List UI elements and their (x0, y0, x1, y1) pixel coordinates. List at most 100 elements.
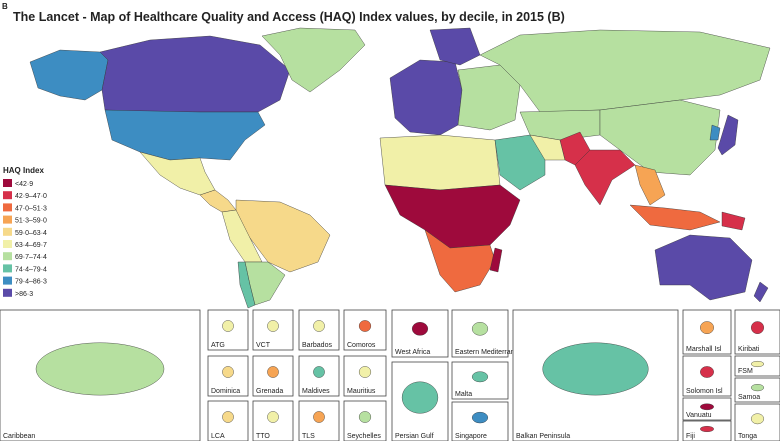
legend-label: 42·9–47·0 (15, 193, 47, 200)
inset-land (751, 413, 765, 425)
legend-label: 79·4–86·3 (15, 279, 47, 286)
inset-label: Dominica (211, 388, 240, 395)
papua-new-guinea (721, 211, 746, 231)
inset-land (401, 381, 439, 414)
inset-land (313, 366, 325, 378)
inset-label: Vanuatu (686, 412, 712, 419)
chile (237, 261, 256, 309)
inset-label: Kiribati (738, 346, 760, 353)
inset-label: Fiji (686, 433, 695, 440)
inset-label: Grenada (256, 388, 283, 395)
inset-label: TTO (256, 433, 270, 440)
panel-label: B (2, 2, 8, 11)
indonesia (629, 204, 721, 231)
legend-label: 51·3–59·0 (15, 218, 47, 225)
western-europe (389, 59, 463, 136)
inset-land (751, 384, 765, 392)
inset-label: VCT (256, 342, 271, 349)
legend-swatch (3, 203, 12, 212)
inset-land (471, 322, 489, 336)
russia (479, 29, 771, 113)
inset-label: Malta (455, 391, 472, 398)
insets: Caribbean ATG VCT Barbados Comoros Dominica Gr… (0, 309, 780, 441)
inset-land (700, 426, 714, 433)
inset-box (207, 355, 249, 397)
inset-land (222, 366, 234, 378)
central-africa (384, 184, 521, 249)
inset-land (358, 366, 372, 378)
inset-label: Maldives (302, 388, 330, 395)
inset-label: Balkan Peninsula (516, 433, 570, 440)
inset-label: Samoa (738, 394, 760, 401)
inset-land (700, 366, 714, 378)
legend-swatch (3, 227, 12, 236)
legend-title: HAQ Index (3, 166, 44, 175)
legend-swatch (3, 276, 12, 285)
australia (654, 234, 753, 301)
inset-land (267, 366, 279, 378)
new-zealand (753, 281, 769, 303)
inset-land (267, 411, 279, 423)
legend-swatch (3, 240, 12, 248)
inset-label: TLS (302, 433, 315, 440)
southeast-asia (634, 164, 666, 206)
inset-label: LCA (211, 433, 225, 440)
legend-swatch (3, 191, 12, 200)
inset-label: West Africa (395, 349, 430, 356)
central-america (199, 189, 237, 213)
inset-label: Singapore (455, 433, 487, 440)
canada (99, 35, 291, 113)
scandinavia (429, 27, 481, 66)
inset-land (411, 322, 429, 336)
inset-land (358, 320, 372, 332)
inset-label: FSM (738, 368, 753, 375)
alaska (29, 49, 109, 101)
korea (709, 124, 721, 141)
legend-swatch (3, 252, 12, 261)
inset-label: Eastern Mediterranean (455, 349, 526, 356)
inset-label: ATG (211, 342, 225, 349)
legend-swatch (3, 215, 12, 224)
legend-label: 59·0–63·4 (15, 230, 47, 237)
greenland (261, 27, 366, 93)
inset-land (35, 342, 165, 396)
inset-label: Barbados (302, 342, 332, 349)
inset-label: Solomon Isl (686, 388, 723, 395)
inset-land (751, 361, 765, 368)
southern-africa (424, 229, 496, 293)
legend-label: 69·7–74·4 (15, 254, 47, 261)
inset-label: Seychelles (347, 433, 381, 440)
world-map (29, 27, 771, 309)
inset-label: Marshall Isl (686, 346, 722, 353)
inset-box (734, 309, 780, 355)
inset-land (542, 342, 649, 396)
inset-land (471, 411, 489, 424)
china (599, 99, 721, 176)
inset-land (751, 321, 765, 334)
inset-land (222, 411, 234, 423)
inset-box (734, 403, 780, 441)
inset-label: Persian Gulf (395, 433, 434, 440)
inset-land (313, 320, 325, 332)
inset-land (267, 320, 279, 332)
madagascar (489, 247, 503, 273)
legend-swatch (3, 264, 12, 273)
inset-land (358, 411, 372, 423)
inset-label: Tonga (738, 433, 757, 440)
legend-label: 47·0–51·3 (15, 205, 47, 212)
inset-label: Mauritius (347, 388, 376, 395)
inset-land (471, 371, 489, 383)
title: The Lancet - Map of Healthcare Quality a… (13, 10, 565, 24)
legend: HAQ Index <42·9 42·9–47·0 47·0–51·3 51·3–59… (3, 166, 47, 298)
legend-label: 74·4–79·4 (15, 266, 47, 273)
legend-label: <42·9 (15, 181, 33, 188)
inset-label: Comoros (347, 342, 376, 349)
usa (104, 109, 266, 161)
india (574, 149, 636, 206)
inset-land (700, 321, 714, 334)
legend-swatch (3, 179, 12, 187)
inset-land (222, 320, 234, 332)
inset-box (252, 355, 294, 397)
legend-label: 63·4–69·7 (15, 242, 47, 249)
